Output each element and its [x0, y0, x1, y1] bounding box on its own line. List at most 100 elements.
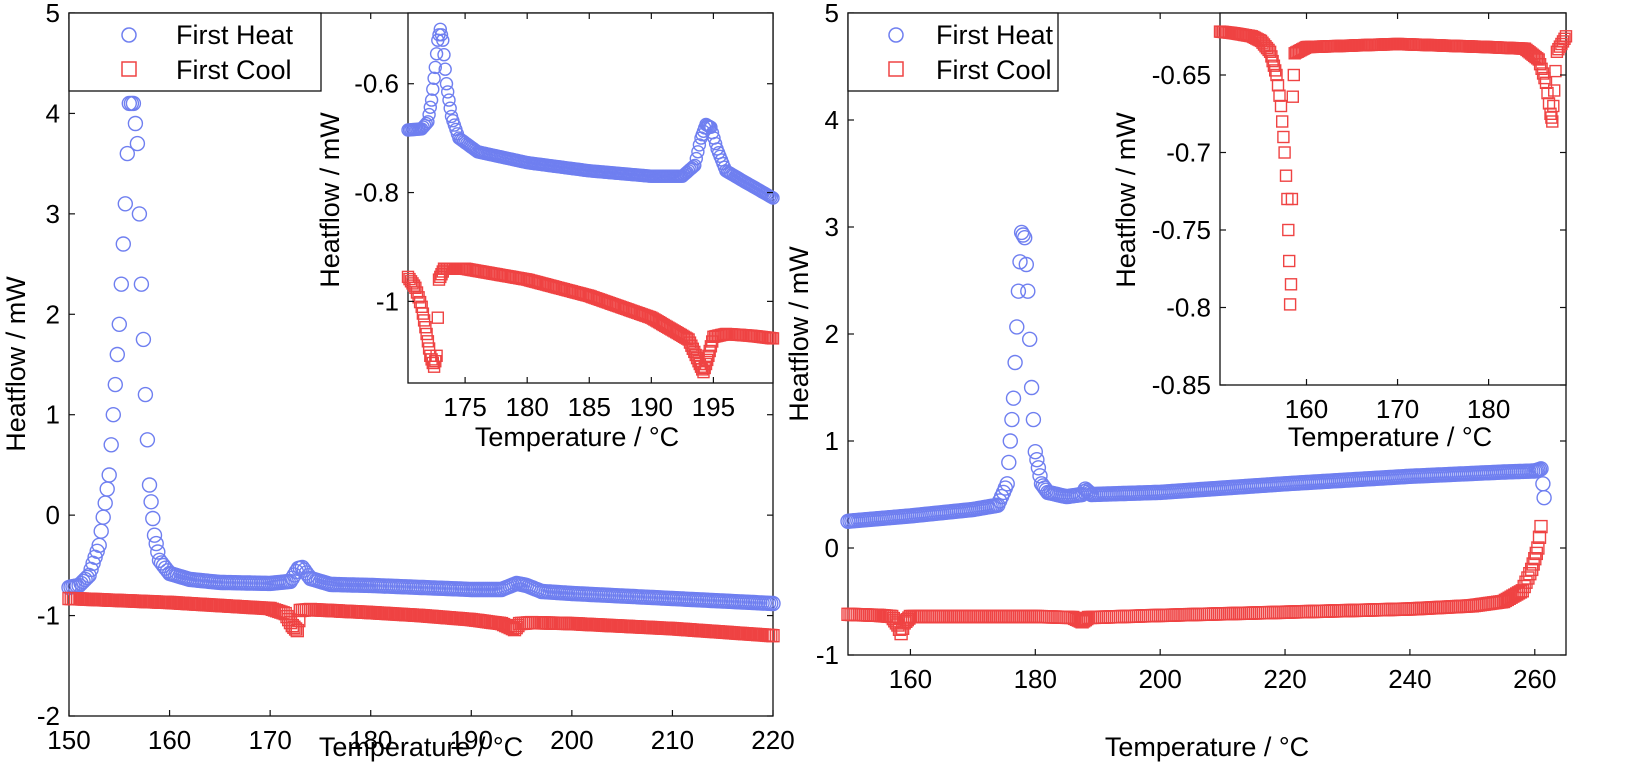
right-marks	[840, 224, 1552, 641]
heat-point	[155, 557, 172, 574]
cool-point	[421, 335, 435, 348]
legend-first-cool: First Cool	[936, 55, 1052, 85]
cool-point	[1531, 541, 1545, 555]
x-tick-label: 180	[1467, 394, 1510, 424]
heat-point	[1030, 460, 1047, 476]
cool-point	[1287, 68, 1301, 82]
x-tick-label: 160	[1285, 394, 1328, 424]
cool-point	[415, 300, 428, 313]
heat-point	[1015, 227, 1031, 243]
cool-point	[1078, 613, 1093, 627]
right-ticks: 160 180 200 220 240 260 -1 0 1 2 3 4 5	[816, 0, 1566, 694]
y-tick-label: 2	[825, 319, 839, 349]
cool-point	[1285, 192, 1299, 206]
cool-point	[419, 321, 432, 334]
y-tick-label: -0.7	[1166, 138, 1211, 168]
heat-point	[1009, 319, 1025, 335]
heat-point	[689, 151, 703, 166]
heat-point	[683, 162, 697, 177]
left-y-axis-label: Heatflow / mW	[1, 276, 31, 452]
heat-point	[1025, 411, 1042, 428]
cool-point	[1539, 76, 1553, 90]
cool-point	[1076, 614, 1091, 628]
y-tick-label: -2	[37, 701, 60, 731]
x-tick-label: 195	[692, 392, 735, 422]
x-tick-label: 200	[1138, 664, 1181, 694]
cool-point	[288, 622, 303, 636]
heat-point	[1535, 476, 1551, 492]
heat-point	[439, 76, 454, 91]
cool-point	[1266, 54, 1279, 68]
cool-point	[1559, 30, 1573, 43]
legend-cool-marker	[888, 61, 904, 77]
heat-point	[434, 28, 449, 42]
heat-point	[441, 85, 455, 99]
cool-point	[426, 356, 439, 370]
x-tick-label: 170	[248, 725, 291, 755]
cool-point	[420, 327, 433, 341]
y-tick-label: 1	[46, 400, 60, 430]
left-ticks: 150 160 170 180 190 200 210 220 -2 -1 0 1 2 3 4 5	[37, 0, 795, 755]
cool-point	[431, 311, 444, 324]
y-tick-label: -0.8	[354, 178, 399, 208]
x-tick-label: 160	[148, 725, 191, 755]
y-tick-label: -0.65	[1152, 60, 1211, 90]
cool-point	[682, 333, 695, 346]
legend-heat-marker	[888, 27, 904, 43]
cool-point	[1263, 45, 1277, 58]
cool-point	[697, 365, 710, 379]
cool-point	[702, 349, 715, 362]
y-tick-label: 3	[825, 212, 839, 242]
cool-point	[703, 344, 716, 358]
x-tick-label: 220	[1263, 664, 1306, 694]
heat-point	[423, 100, 437, 115]
cool-point	[766, 332, 780, 345]
heat-point	[137, 386, 154, 403]
heat-point	[422, 107, 436, 122]
heat-point	[424, 93, 439, 107]
cool-point	[1558, 32, 1571, 45]
cool-point	[1533, 58, 1547, 71]
cool-point	[1535, 62, 1548, 75]
heat-point	[148, 535, 164, 552]
cool-point	[1523, 567, 1537, 581]
left-main-chart: 150 160 170 180 190 200 210 220 -2 -1 0 1 2 3 4 5 First…	[1, 0, 795, 762]
x-tick-label: 180	[505, 392, 548, 422]
heat-point	[765, 595, 781, 612]
cool-point	[1274, 99, 1288, 113]
heat-point	[101, 467, 117, 483]
y-tick-label: -1	[376, 286, 399, 316]
cool-point	[1517, 579, 1531, 594]
left-inset-x-axis-label: Temperature / °C	[475, 422, 679, 452]
cool-point	[900, 613, 914, 627]
cool-point	[1529, 50, 1542, 64]
heat-point	[1533, 461, 1549, 477]
cool-point	[1279, 169, 1293, 182]
y-tick-label: 5	[46, 0, 60, 28]
cool-point	[1275, 115, 1289, 128]
heat-point	[1016, 229, 1033, 246]
heat-point	[99, 481, 115, 497]
heat-point	[419, 116, 433, 131]
left-marks	[61, 95, 781, 643]
y-tick-label: -0.8	[1166, 293, 1211, 323]
cool-point	[1278, 146, 1291, 159]
y-tick-label: 2	[46, 299, 60, 329]
heat-point	[708, 136, 723, 151]
cool-point	[1532, 530, 1547, 544]
y-tick-label: -0.6	[354, 69, 399, 99]
heat-point	[426, 82, 440, 96]
y-tick-label: 4	[825, 105, 839, 135]
heat-point	[429, 47, 444, 61]
heat-point	[691, 145, 705, 159]
cool-point	[1544, 107, 1557, 121]
cool-point	[1536, 67, 1550, 80]
cool-point	[430, 349, 443, 362]
cool-point	[1521, 571, 1535, 585]
heat-point	[692, 138, 707, 152]
cool-point	[417, 314, 431, 327]
heat-point	[79, 569, 95, 586]
heat-point	[113, 276, 130, 292]
heat-point	[1018, 256, 1035, 273]
